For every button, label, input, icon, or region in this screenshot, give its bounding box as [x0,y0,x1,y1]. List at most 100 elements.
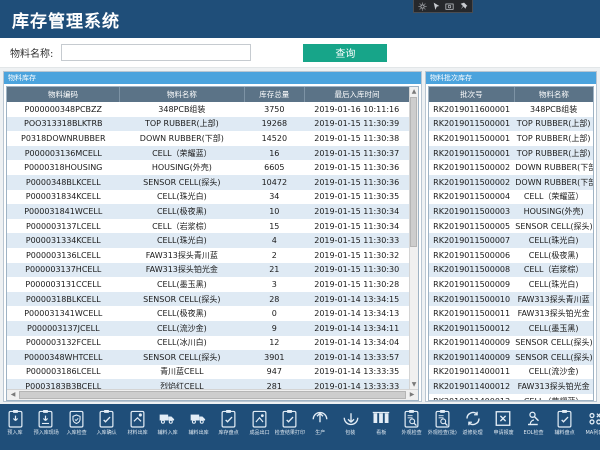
shield-check-icon[interactable] [66,408,86,429]
table-row[interactable]: RK2019011400013CELL（荣耀蓝） [429,393,593,400]
clipboard-down-icon[interactable] [5,408,25,429]
left-hscroll-thumb[interactable] [19,391,406,399]
toolbar-button-3[interactable]: 入库确认 [92,408,123,437]
query-button[interactable]: 查询 [303,43,388,62]
clipboard-check-icon[interactable] [219,408,239,429]
material-inventory-col-0[interactable]: 物料编码 [7,87,121,102]
table-row[interactable]: P000031341WCELL CELL(极夜黑) 0 2019-01-14 13:3… [7,306,409,321]
toolbar-button-15[interactable]: 返修处理 [458,408,489,437]
batch-inventory-col-1[interactable]: 物料名称 [514,87,593,102]
scroll-up-icon[interactable]: ▲ [411,87,417,95]
settings-icon[interactable] [418,2,428,11]
table-row[interactable]: RK2019011600001 348PCB组装 [429,102,593,117]
table-row[interactable]: RK2019011400009 SENSOR CELL(探头) [429,335,593,351]
clipboard-print-icon[interactable] [280,408,300,429]
toolbar-button-4[interactable]: 材料出库 [122,408,153,437]
box-export-icon[interactable] [249,408,269,429]
table-row[interactable]: RK2019011500011 FAW313探头铂光金 [429,306,593,321]
table-row[interactable]: RK2019011500007 CELL(珠光白) [429,233,593,248]
table-row[interactable]: P0000318HOUSING HOUSING(外壳) 6605 2019-01-15… [7,160,409,175]
left-horizontal-scrollbar[interactable]: ◀ ▶ [7,389,418,400]
table-row[interactable]: RK2019011500008 CELL（岩浆棕） [429,262,593,278]
toolbar-button-9[interactable]: 检查结果打印 [275,408,306,437]
table-row[interactable]: RK2019011500003 HOUSING(外壳) [429,204,593,219]
toolbar-button-14[interactable]: 外观检查(批) [427,408,458,437]
microscope-icon[interactable] [524,408,544,429]
toolbar-button-12[interactable]: 看板 [366,408,397,437]
material-inventory-col-2[interactable]: 库存总量 [244,87,305,102]
toolbar-button-11[interactable]: 包装 [336,408,367,437]
table-row[interactable]: P000031834KCELL CELL(珠光白) 34 2019-01-15 11:… [7,189,409,205]
table-row[interactable]: P000031334KCELL CELL(珠光白) 4 2019-01-15 11:3… [7,233,409,248]
table-row[interactable]: P0000348BLKCELL SENSOR CELL(探头) 10472 2019-… [7,174,409,190]
table-row[interactable]: P000003137HCELL FAW313探头铂光金 21 2019-01-15 1… [7,262,409,278]
left-vscroll-thumb[interactable] [409,97,417,247]
arrow-down-circle-icon[interactable] [341,408,361,429]
table-row[interactable]: RK2019011500005 SENSOR CELL(探头) [429,218,593,234]
grid-dots-icon[interactable] [585,408,600,429]
table-row[interactable]: P000003136MCELL CELL（荣耀蓝） 16 2019-01-15 11:… [7,145,409,161]
table-row[interactable]: P0318DOWNRUBBER DOWN RUBBER(下部) 14520 2019-… [7,131,409,146]
arrow-up-circle-icon[interactable] [310,408,330,429]
table-row[interactable]: P000003137LCELL CELL（岩浆棕） 15 2019-01-15 11:… [7,218,409,234]
material-inventory-col-3[interactable]: 最后入库时间 [304,87,409,102]
table-row[interactable]: RK2019011500001 TOP RUBBER(上部) [429,116,593,132]
table-row[interactable]: RK2019011400009 SENSOR CELL(探头) [429,350,593,365]
material-inventory-col-1[interactable]: 物料名称 [119,87,245,102]
kanban-icon[interactable] [371,408,391,429]
table-row[interactable]: RK2019011500002 DOWN RUBBER(下部) [429,174,593,190]
cursor-icon[interactable] [431,2,441,11]
toolbar-button-2[interactable]: 入库检查 [61,408,92,437]
toolbar-button-5[interactable]: 辅料入库 [153,408,184,437]
table-row[interactable]: RK2019011500001 TOP RUBBER(上部) [429,145,593,161]
clipboard-search-icon[interactable] [432,408,452,429]
floating-overlay-toolbar[interactable] [413,0,473,13]
table-row[interactable]: P0000318BLKCELL SENSOR CELL(探头) 28 2019-01-… [7,291,409,307]
toolbar-button-13[interactable]: 外观检查 [397,408,428,437]
table-row[interactable]: P000003186LCELL 青川蓝CELL 947 2019-01-14 13:3… [7,364,409,380]
table-row[interactable]: RK2019011500012 CELL(墨玉黑) [429,320,593,336]
clipboard-search-icon[interactable] [402,408,422,429]
table-row[interactable]: RK2019011500010 FAW313探头青川蓝 [429,291,593,307]
table-row[interactable]: P0003183B3BCELL 烈焰红CELL 281 2019-01-14 13:3… [7,379,409,389]
toolbar-button-6[interactable]: 辅料出库 [183,408,214,437]
table-row[interactable]: P000003136LCELL FAW313探头青川蓝 2 2019-01-15 11… [7,247,409,263]
scroll-left-icon[interactable]: ◀ [10,391,16,398]
cancel-box-icon[interactable] [493,408,513,429]
table-row[interactable]: P000003137JCELL CELL(流沙金) 9 2019-01-14 13:3… [7,320,409,336]
table-row[interactable]: P000003132FCELL CELL(冰川白) 12 2019-01-14 13:… [7,335,409,351]
clipboard-check-icon[interactable] [554,408,574,429]
truck-in-icon[interactable] [158,408,178,429]
table-row[interactable]: P000003131CCELL CELL(墨玉黑) 3 2019-01-15 11:3… [7,277,409,292]
toolbar-button-8[interactable]: 成品出口 [244,408,275,437]
batch-inventory-rows[interactable]: 批次号 物料名称 RK2019011600001 348PCB组装 RK2019011… [429,87,593,400]
scroll-down-icon[interactable]: ▼ [411,380,417,388]
screenshot-icon[interactable] [445,2,455,11]
table-row[interactable]: RK2019011400012 FAW313探头铂光金 [429,379,593,394]
table-row[interactable]: P0000348WHTCELL SENSOR CELL(探头) 3901 2019-0… [7,350,409,365]
table-row[interactable]: RK2019011500009 CELL(珠光白) [429,277,593,292]
clipboard-in-icon[interactable] [36,408,56,429]
toolbar-button-19[interactable]: MA列表 [580,408,600,437]
table-row[interactable]: POO313318BLKTRB TOP RUBBER(上部) 19268 2019-0… [7,116,409,132]
material-name-input[interactable] [61,44,252,61]
table-row[interactable]: RK2019011500004 CELL（荣耀蓝） [429,189,593,205]
toolbar-button-16[interactable]: 申请报废 [488,408,519,437]
table-row[interactable]: RK2019011400011 CELL(流沙金) [429,364,593,380]
table-row[interactable]: P000000348PCBZZ 348PCB组装 3750 2019-01-16 10… [7,102,409,117]
scroll-right-icon[interactable]: ▶ [409,391,415,398]
toolbar-button-7[interactable]: 库存盘点 [214,408,245,437]
toolbar-button-18[interactable]: 辅料盘点 [549,408,580,437]
table-row[interactable]: RK2019011500001 TOP RUBBER(上部) [429,131,593,146]
table-row[interactable]: P000031841WCELL CELL(极夜黑) 10 2019-01-15 11:… [7,204,409,219]
truck-out-icon[interactable] [188,408,208,429]
clipboard-check-icon[interactable] [97,408,117,429]
toolbar-button-0[interactable]: 预入库 [0,408,31,437]
table-row[interactable]: RK2019011500006 CELL(极夜黑) [429,247,593,263]
box-out-icon[interactable] [127,408,147,429]
table-row[interactable]: RK2019011500002 DOWN RUBBER(下部) [429,160,593,175]
material-inventory-rows[interactable]: 物料编码 物料名称 库存总量 最后入库时间 P000000348PCBZZ 348PCB… [7,87,409,389]
toolbar-button-1[interactable]: 预入库现场 [31,408,62,437]
left-vertical-scrollbar[interactable]: ▲ ▼ [409,87,418,389]
batch-inventory-col-0[interactable]: 批次号 [429,87,515,102]
